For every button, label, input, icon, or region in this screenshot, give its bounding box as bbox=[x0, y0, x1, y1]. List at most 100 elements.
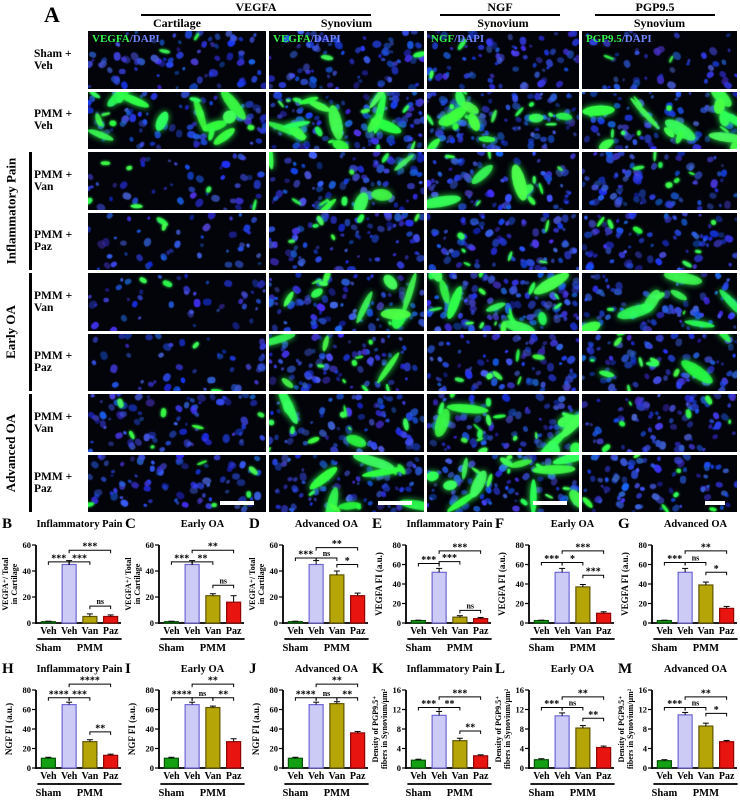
sig-label: *** bbox=[668, 554, 683, 565]
sig-bracket bbox=[191, 697, 214, 701]
x-group-label: Sham bbox=[652, 643, 678, 654]
stain-group-pgp95: PGP9.5 bbox=[576, 0, 734, 16]
x-tick-label: Van bbox=[328, 626, 345, 637]
chart-panel-D: D Advanced OA VEGFA⁺/ Total in Cartilage 0 20… bbox=[247, 515, 370, 660]
x-tick-label: Veh bbox=[410, 771, 427, 782]
micrograph-image bbox=[88, 91, 266, 149]
micrograph-image bbox=[582, 394, 737, 452]
chart-row-top: B Inflammatory Pain VEGFA⁺/ Total in Cartil… bbox=[0, 515, 740, 660]
x-tick-label: Paz bbox=[226, 626, 242, 637]
scale-bar bbox=[378, 501, 412, 505]
chart-panel-F: F Early OA VEGFA FI (a.u.) 0 20 40 60 80 *** * ***… bbox=[493, 515, 616, 660]
bar-paz-3 bbox=[719, 607, 735, 624]
x-tick-label: Veh bbox=[677, 771, 694, 782]
marker-name: VEGFA bbox=[92, 33, 130, 45]
x-tick-label: Van bbox=[451, 626, 468, 637]
sig-bracket bbox=[561, 707, 584, 711]
y-tick-label: 60 bbox=[269, 540, 278, 550]
sig-label: *** bbox=[576, 542, 591, 553]
sig-bracket bbox=[561, 562, 584, 566]
bar-veh-1 bbox=[431, 571, 447, 624]
sig-label: ** bbox=[588, 710, 598, 721]
x-tick-label: Paz bbox=[103, 626, 119, 637]
bar-van-2 bbox=[82, 741, 98, 769]
sig-label: ** bbox=[701, 688, 711, 699]
panel-letter: J bbox=[249, 661, 257, 677]
micrograph-cell-r4c1 bbox=[269, 273, 424, 331]
bar-veh-0 bbox=[657, 619, 673, 624]
x-group-label: PMM bbox=[200, 788, 226, 799]
y-axis-label: VEGFA⁺/ Total bbox=[124, 557, 133, 611]
y-axis-label: VEGFA FI (a.u.) bbox=[620, 552, 630, 616]
y-axis-label: Density of PGP9.5⁺ bbox=[617, 696, 626, 763]
sig-bracket bbox=[315, 683, 358, 688]
micrograph-image bbox=[269, 212, 424, 270]
chart-title: Advanced OA bbox=[664, 664, 728, 675]
x-tick-label: Paz bbox=[596, 771, 612, 782]
y-axis-label: in Cartilage bbox=[257, 563, 266, 604]
chart-panel-J: J Advanced OA NGF FI (a.u.) 0 20 40 60 80 **** ns… bbox=[247, 660, 370, 804]
y-tick-label: 40 bbox=[23, 724, 32, 734]
bar-paz-3 bbox=[596, 612, 612, 624]
bar-van-2 bbox=[328, 703, 345, 769]
row-label-3: PMM + Paz bbox=[34, 229, 73, 254]
micrograph-cell-r7c3 bbox=[582, 454, 737, 512]
chart-svg-L: L Early OA Density of PGP9.5⁺ fibers in Syn… bbox=[494, 661, 615, 799]
sig-bracket bbox=[191, 683, 235, 688]
y-tick-label: 8 bbox=[397, 724, 401, 734]
bar-paz-3 bbox=[349, 595, 365, 624]
x-group-label: PMM bbox=[570, 643, 596, 654]
micrograph-cell-r4c3 bbox=[582, 273, 737, 331]
sig-label: ns bbox=[692, 554, 700, 563]
group-bracket bbox=[29, 394, 32, 512]
x-tick-label: Van bbox=[81, 771, 98, 782]
panel-a-headers: VEGFA NGF PGP9.5 Cartilage Synovium Syno… bbox=[88, 0, 737, 31]
marker-name: NGF bbox=[431, 33, 455, 45]
micrograph-cell-r4c2 bbox=[427, 273, 579, 331]
y-tick-label: 8 bbox=[643, 724, 647, 734]
chart-panel-H: H Inflammatory Pain NGF FI (a.u.) 0 20 40 60 80… bbox=[0, 660, 123, 804]
bar-veh-1 bbox=[184, 563, 201, 624]
micrograph-image bbox=[427, 152, 579, 210]
x-group-label: Sham bbox=[405, 788, 431, 799]
x-tick-label: Veh bbox=[287, 626, 304, 637]
y-tick-label: 16 bbox=[392, 685, 401, 695]
bar-veh-1 bbox=[61, 704, 77, 769]
micrograph-image bbox=[88, 31, 266, 89]
micrograph-cell-r1c0 bbox=[88, 91, 266, 149]
sig-label: *** bbox=[452, 542, 467, 553]
micrograph-image bbox=[582, 91, 737, 149]
sig-bracket bbox=[582, 574, 605, 579]
x-group-label: Sham bbox=[405, 643, 431, 654]
bar-veh-1 bbox=[308, 563, 324, 624]
sig-label: * bbox=[714, 705, 719, 716]
x-group-label: Sham bbox=[529, 643, 555, 654]
y-tick-label: 20 bbox=[639, 599, 648, 609]
bar-paz-3 bbox=[596, 746, 612, 769]
bar-veh-0 bbox=[40, 621, 56, 624]
micrograph-image bbox=[582, 152, 737, 210]
sig-label: *** bbox=[421, 555, 436, 566]
chart-panel-M: M Advanced OA Density of PGP9.5⁺ fibers in … bbox=[616, 660, 739, 804]
counterstain-name: /DAPI bbox=[621, 33, 652, 45]
y-tick-label: 60 bbox=[23, 705, 32, 715]
group-bracket bbox=[29, 273, 32, 391]
sig-label: * bbox=[344, 556, 349, 567]
x-group-label: Sham bbox=[36, 643, 62, 654]
y-tick-label: 12 bbox=[392, 705, 401, 715]
bar-van-2 bbox=[698, 725, 714, 769]
y-tick-label: 20 bbox=[269, 744, 278, 754]
overlay-stain-label: VEGFA/DAPI bbox=[273, 33, 341, 45]
sig-bracket bbox=[582, 717, 605, 722]
bar-van-2 bbox=[452, 740, 468, 769]
bar-veh-1 bbox=[554, 715, 570, 769]
sig-bracket bbox=[315, 547, 358, 551]
micrograph-cell-r5c2 bbox=[427, 333, 579, 391]
micrograph-cell-r3c3 bbox=[582, 212, 737, 270]
x-tick-label: Paz bbox=[719, 626, 735, 637]
micrograph-image bbox=[582, 333, 737, 391]
panel-letter: K bbox=[372, 661, 384, 677]
sig-bracket bbox=[459, 609, 482, 614]
y-tick-label: 80 bbox=[269, 685, 278, 695]
sig-label: * bbox=[714, 564, 719, 575]
